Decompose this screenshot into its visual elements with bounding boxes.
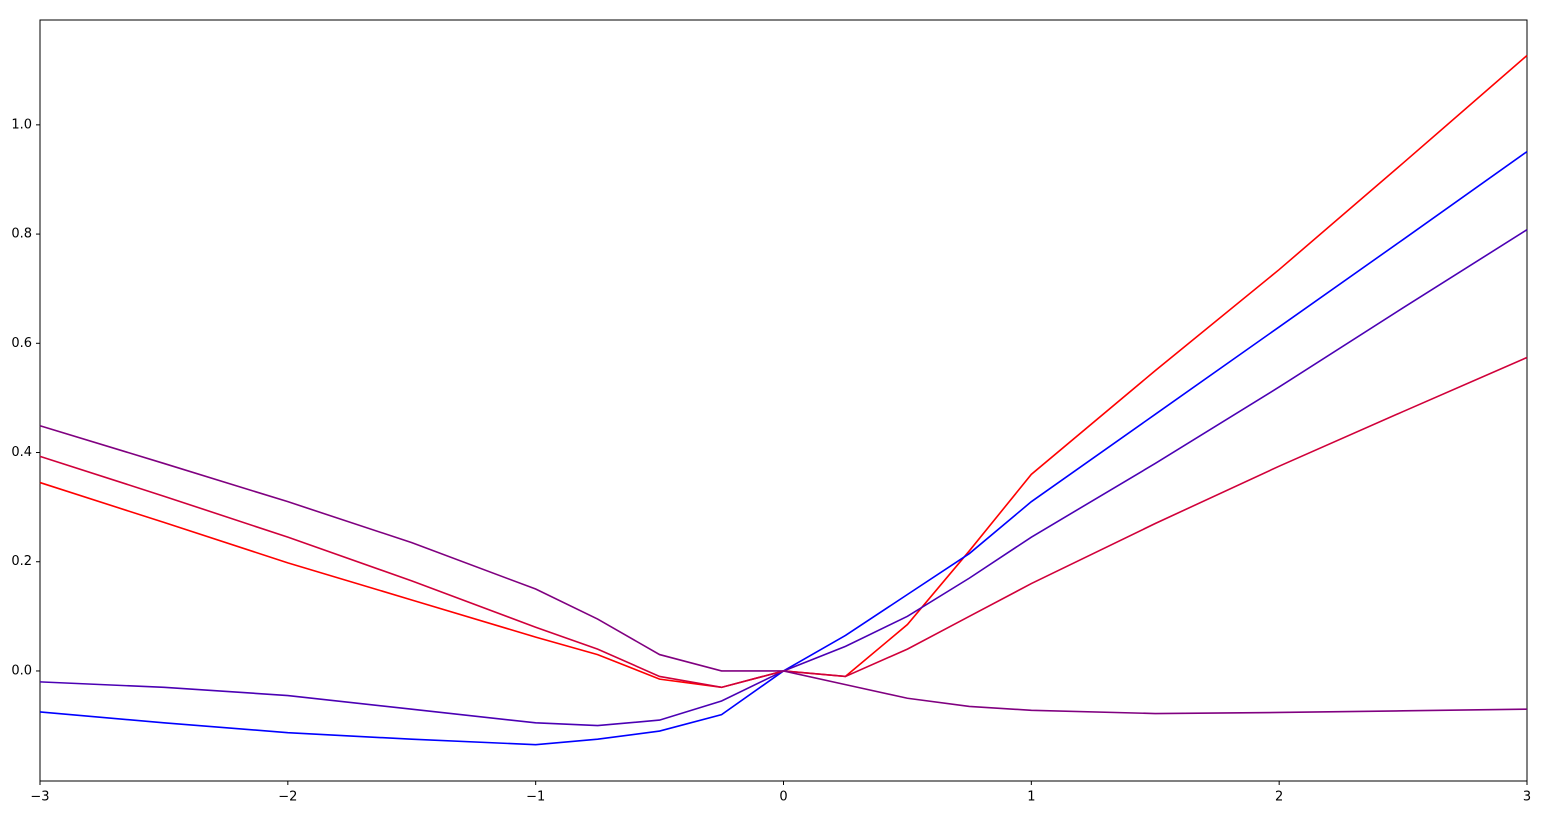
x-tick-label: 1	[1027, 790, 1035, 805]
series-line	[39, 229, 1528, 727]
y-tick-label: 0.0	[11, 663, 32, 678]
x-tick-label: −1	[526, 790, 545, 805]
y-tick-label: 1.0	[11, 117, 32, 132]
y-tick-label: 0.8	[11, 227, 32, 242]
x-tick-label: 3	[1523, 790, 1531, 805]
x-tick-label: −2	[278, 790, 297, 805]
y-tick-label: 0.6	[11, 336, 32, 351]
series-line	[39, 424, 1528, 715]
x-tick-label: 2	[1275, 790, 1283, 805]
y-tick-label: 0.4	[11, 445, 32, 460]
series-line	[39, 356, 1528, 689]
y-tick-label: 0.2	[11, 554, 32, 569]
series-line	[39, 150, 1528, 746]
plot-frame	[39, 19, 1528, 782]
x-tick-label: 0	[779, 790, 787, 805]
x-tick-label: −3	[30, 790, 49, 805]
